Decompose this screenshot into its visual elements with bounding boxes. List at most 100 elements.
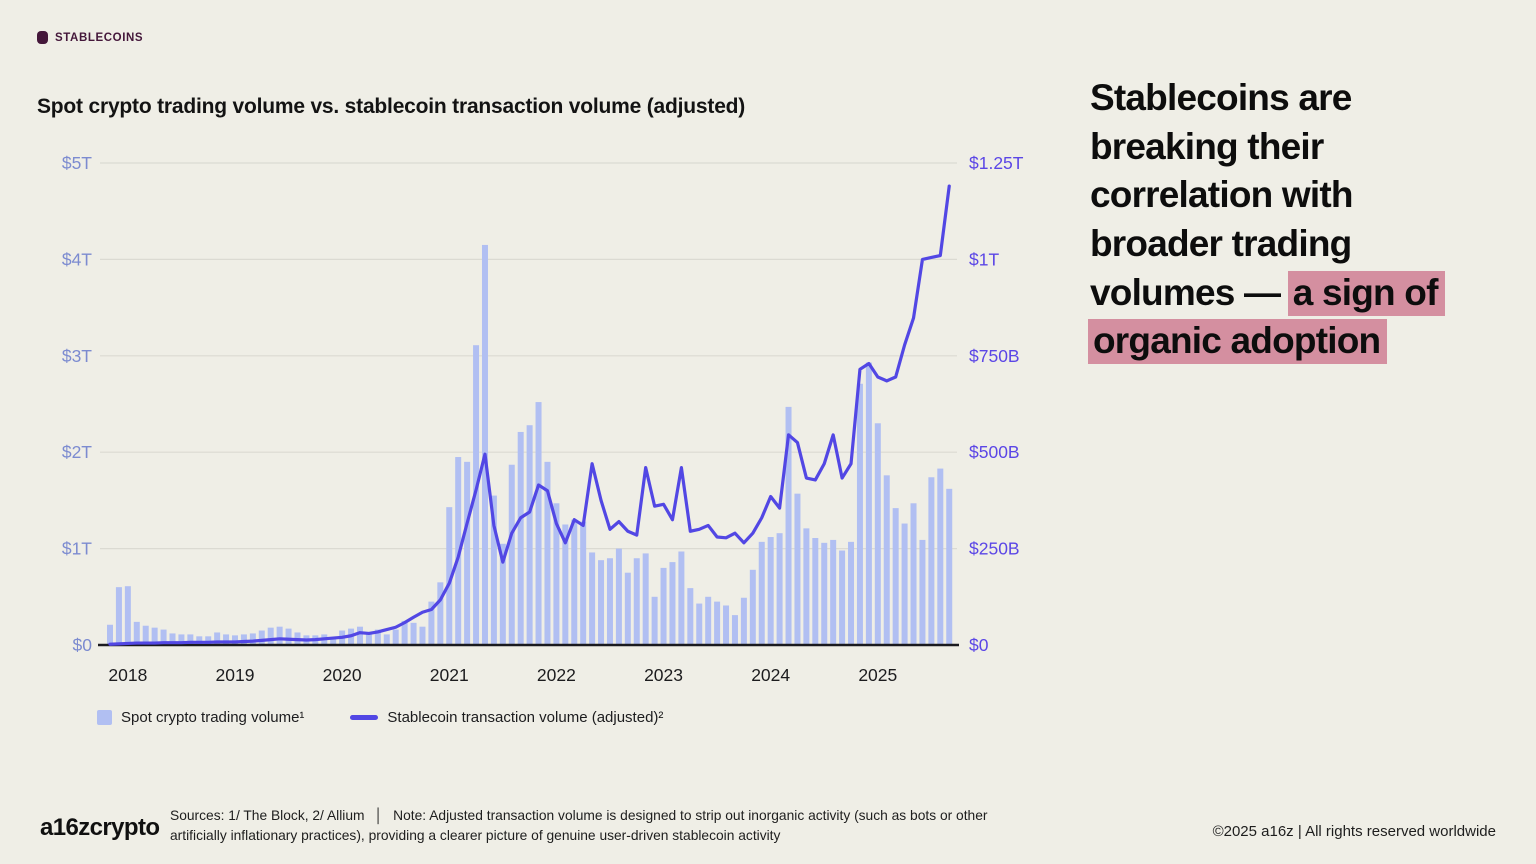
legend: Spot crypto trading volume¹ Stablecoin t… — [97, 709, 1037, 726]
bar — [267, 627, 274, 645]
x-axis-year-label: 2025 — [858, 665, 897, 685]
line-series — [108, 184, 951, 646]
chart-block: $5T $4T $3T $2T $1T $0 $1.25T $1T $750B $500B $250… — [37, 140, 1037, 726]
bar — [705, 596, 712, 645]
bar — [231, 635, 238, 645]
bar — [410, 622, 417, 645]
bar — [848, 541, 855, 645]
bar — [696, 603, 703, 645]
bar — [571, 519, 578, 645]
bar — [544, 461, 551, 645]
bar-swatch-icon — [97, 710, 112, 725]
legend-item-spot: Spot crypto trading volume¹ — [97, 709, 304, 726]
bar — [839, 550, 846, 645]
chart-title: Spot crypto trading volume vs. stablecoi… — [37, 95, 746, 119]
bar — [258, 630, 265, 645]
left-axis-tick: $2T — [62, 442, 92, 462]
x-axis-year-label: 2018 — [108, 665, 147, 685]
bar — [383, 634, 390, 645]
bar — [803, 528, 810, 645]
line-swatch-icon — [350, 715, 379, 720]
bar — [365, 632, 372, 645]
right-axis-tick: $0 — [969, 635, 989, 655]
bar — [687, 588, 694, 645]
bar — [187, 634, 194, 645]
note-text: Note: Adjusted transaction volume is des… — [170, 808, 988, 844]
bar — [794, 493, 801, 645]
bar — [535, 402, 542, 645]
bar — [490, 495, 497, 645]
bar — [124, 586, 131, 645]
bar — [115, 587, 122, 645]
bar — [464, 461, 471, 645]
bar — [205, 636, 212, 645]
right-axis-tick: $750B — [969, 346, 1020, 366]
bar — [830, 539, 837, 645]
bar — [946, 488, 953, 645]
bar — [178, 634, 185, 645]
bar — [865, 362, 872, 645]
sources-label: Sources: 1/ The Block, 2/ Allium — [170, 808, 365, 823]
tag-bullet-icon — [37, 31, 48, 44]
bar — [785, 406, 792, 645]
bar — [562, 524, 569, 645]
bar — [937, 468, 944, 645]
stablecoins-tag: STABLECOINS — [37, 31, 143, 44]
bar — [758, 541, 765, 645]
bar — [589, 552, 596, 645]
right-axis-tick: $1T — [969, 249, 999, 269]
bar — [240, 634, 247, 645]
bar — [660, 567, 667, 645]
bar — [151, 627, 158, 645]
right-axis-tick: $500B — [969, 442, 1020, 462]
bar — [642, 553, 649, 645]
x-axis-year-label: 2023 — [644, 665, 683, 685]
bar — [517, 431, 524, 645]
bar — [133, 621, 140, 645]
bar — [651, 596, 658, 645]
x-axis-year-label: 2021 — [430, 665, 469, 685]
bar — [526, 425, 533, 645]
left-axis-tick: $0 — [73, 635, 93, 655]
bar — [874, 423, 881, 645]
bar — [919, 539, 926, 645]
left-axis-tick: $1T — [62, 539, 92, 559]
copyright: ©2025 a16z | All rights reserved worldwi… — [1212, 823, 1496, 840]
bar — [419, 626, 426, 645]
sources-separator: │ — [374, 808, 384, 823]
bar — [276, 626, 283, 645]
bar — [812, 538, 819, 645]
bar — [196, 636, 203, 645]
bar — [615, 548, 622, 645]
bar — [856, 383, 863, 645]
legend-label-stablecoin: Stablecoin transaction volume (adjusted)… — [387, 709, 664, 726]
bar — [437, 582, 444, 645]
bar — [508, 464, 515, 645]
tag-label: STABLECOINS — [55, 31, 144, 44]
bar — [330, 637, 337, 645]
x-axis-year-label: 2024 — [751, 665, 790, 685]
bar — [678, 551, 685, 645]
chart-svg: $5T $4T $3T $2T $1T $0 $1.25T $1T $750B $500B $250… — [62, 153, 1024, 685]
bar — [169, 633, 176, 645]
bar — [392, 629, 399, 645]
bar — [142, 625, 149, 645]
left-axis-tick: $5T — [62, 153, 92, 173]
bar — [633, 558, 640, 645]
legend-label-spot: Spot crypto trading volume¹ — [121, 709, 305, 726]
bar — [740, 597, 747, 645]
left-axis-tick: $4T — [62, 249, 92, 269]
bar — [910, 503, 917, 645]
bar — [160, 629, 167, 645]
bar — [714, 601, 721, 645]
right-axis-tick: $250B — [969, 539, 1020, 559]
bar — [731, 615, 738, 645]
right-axis-tick: $1.25T — [969, 153, 1024, 173]
x-axis-year-label: 2020 — [323, 665, 362, 685]
bar — [553, 503, 560, 645]
bar — [901, 523, 908, 645]
bar — [598, 560, 605, 645]
legend-item-stablecoin: Stablecoin transaction volume (adjusted)… — [350, 709, 663, 726]
bar — [883, 475, 890, 645]
